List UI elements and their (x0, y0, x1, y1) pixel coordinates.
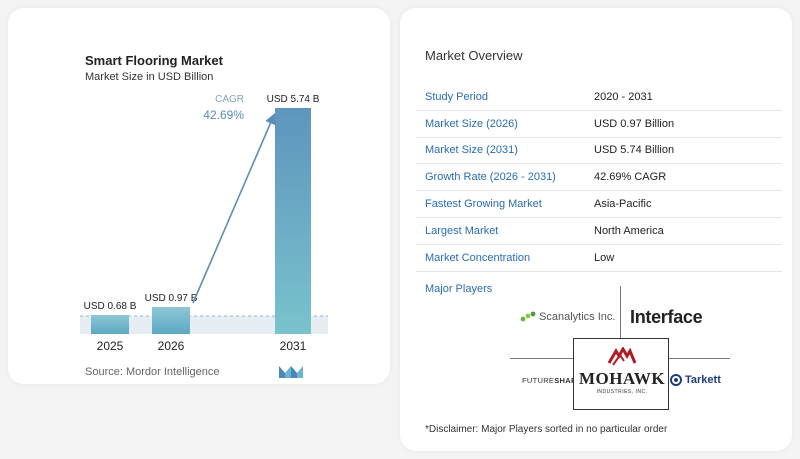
scanalytics-name: Scanalytics Inc. (539, 311, 616, 323)
tarkett-mark-icon (670, 374, 682, 386)
labels-group: USD 0.68 B 2025 USD 0.97 B 2026 USD 5.74 B 20… (84, 94, 320, 353)
overview-value: 42.69% CAGR (594, 171, 667, 184)
tarkett-name: Tarkett (685, 374, 721, 386)
cagr-arrow (192, 112, 276, 304)
cagr-value: 42.69% (203, 108, 244, 122)
data-label: USD 0.68 B (84, 301, 137, 312)
overview-key: Growth Rate (2026 - 2031) (425, 171, 556, 184)
scanalytics-logo: Scanalytics Inc. (520, 311, 615, 323)
overview-key: Study Period (425, 90, 488, 103)
overview-key: Market Size (2031) (425, 144, 518, 157)
overview-row: Largest Market North America (416, 218, 782, 245)
bar-2031 (275, 108, 311, 334)
overview-row: Fastest Growing Market Asia-Pacific (416, 191, 782, 218)
data-label: USD 0.97 B (145, 293, 198, 304)
x-tick-label: 2031 (280, 339, 307, 353)
overview-value: North America (594, 224, 664, 237)
baseline-band (80, 316, 328, 334)
mohawk-logo: MOHAWK INDUSTRIES, INC. (574, 339, 670, 411)
overview-row: Growth Rate (2026 - 2031) 42.69% CAGR (416, 164, 782, 192)
chart-title: Smart Flooring Market (85, 53, 223, 68)
grid-divider (620, 286, 621, 338)
overview-key: Market Concentration (425, 251, 531, 264)
mohawk-mark-icon (607, 347, 637, 366)
mohawk-name: MOHAWK (578, 369, 666, 388)
mohawk-logo-box: MOHAWK INDUSTRIES, INC. (573, 338, 669, 410)
bar-2026 (152, 307, 190, 334)
overview-value: USD 5.74 Billion (594, 144, 675, 157)
futureshape-logo: FUTURESHAPE (522, 376, 582, 385)
chart-subtitle: Market Size in USD Billion (85, 71, 214, 83)
mohawk-subtitle: INDUSTRIES, INC. (596, 389, 648, 395)
scanalytics-mark-icon (520, 311, 536, 322)
overview-value: USD 0.97 Billion (594, 117, 675, 130)
overview-title: Market Overview (425, 48, 523, 63)
overview-value: Asia-Pacific (594, 198, 652, 211)
overview-key: Market Size (2026) (425, 117, 518, 130)
futureshape-part-b: SHAPE (554, 376, 582, 385)
futureshape-part-a: FUTURE (522, 376, 555, 385)
overview-table: Study Period 2020 - 2031 Market Size (20… (416, 84, 782, 272)
mordor-logo-icon (279, 366, 303, 378)
major-players-grid: Scanalytics Inc. Interface FUTURESHAPE M… (510, 286, 730, 410)
interface-logo: Interface (630, 307, 703, 327)
data-label: USD 5.74 B (267, 94, 320, 105)
overview-key: Largest Market (425, 224, 499, 237)
overview-row: Study Period 2020 - 2031 (416, 84, 782, 111)
bar-chart: USD 0.68 B 2025 USD 0.97 B 2026 USD 5.74 B 20… (80, 94, 328, 353)
x-tick-label: 2025 (97, 339, 124, 353)
x-tick-label: 2026 (158, 339, 185, 353)
overview-row: Market Size (2026) USD 0.97 Billion (416, 111, 782, 138)
disclaimer: *Disclaimer: Major Players sorted in no … (425, 424, 668, 435)
major-players-title: Major Players (425, 283, 493, 295)
overview-value: 2020 - 2031 (594, 90, 653, 103)
source-label: Source: Mordor Intelligence (85, 366, 220, 378)
overview-row: Market Concentration Low (416, 245, 782, 272)
overview-key: Fastest Growing Market (425, 198, 542, 211)
bars-group (91, 108, 311, 334)
overview-row: Market Size (2031) USD 5.74 Billion (416, 138, 782, 165)
tarkett-logo: Tarkett (670, 374, 721, 386)
overview-value: Low (594, 251, 615, 264)
cagr-label: CAGR (215, 94, 244, 105)
bar-2025 (91, 315, 129, 334)
